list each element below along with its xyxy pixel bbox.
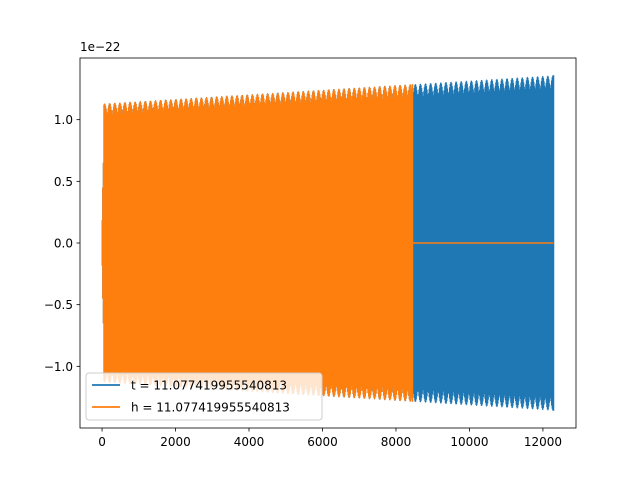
x-tick-label: 8000	[381, 435, 412, 449]
y-tick-label: 1.0	[54, 113, 73, 127]
legend-box	[85, 372, 323, 421]
y-axis: −1.0 −0.5 0.0 0.5 1.0	[44, 113, 80, 374]
series-layer	[101, 75, 555, 411]
x-tick-label: 2000	[160, 435, 191, 449]
y-tick-label: −0.5	[44, 298, 73, 312]
legend-label-t: t = 11.077419955540813	[131, 379, 287, 393]
y-tick-label: 0.5	[54, 175, 73, 189]
x-tick-label: 4000	[234, 435, 265, 449]
y-tick-label: −1.0	[44, 360, 73, 374]
legend: t = 11.077419955540813 h = 11.0774199555…	[85, 372, 323, 421]
plot-area	[101, 75, 555, 411]
x-tick-label: 10000	[450, 435, 488, 449]
x-tick-label: 12000	[524, 435, 562, 449]
x-tick-label: 0	[98, 435, 106, 449]
series-line-h	[101, 84, 413, 402]
y-tick-label: 0.0	[54, 237, 73, 251]
x-tick-label: 6000	[307, 435, 338, 449]
y-offset-label: 1e−22	[80, 40, 120, 54]
legend-label-h: h = 11.077419955540813	[131, 401, 290, 415]
x-axis: 0 2000 4000 6000 8000 10000 12000	[98, 428, 562, 449]
